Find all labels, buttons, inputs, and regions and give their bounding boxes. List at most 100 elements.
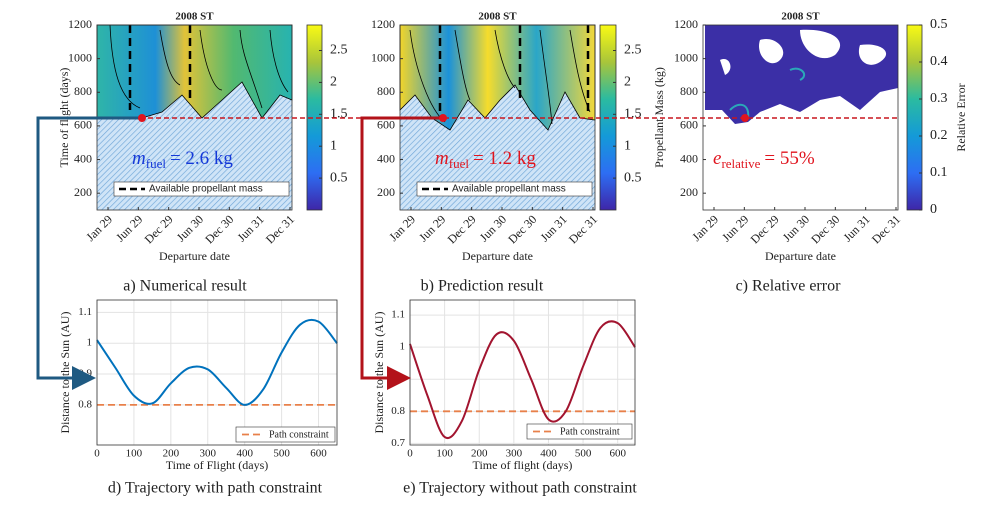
colorbar-label: Propellant Mass (kg) (652, 67, 666, 168)
colorbar-tick-label: 1.5 (330, 107, 348, 122)
x-tick-label: 400 (540, 448, 557, 460)
x-tick-label: 0 (407, 448, 413, 460)
series-line (409, 320, 636, 439)
colorbar-tick-label: 0.1 (930, 165, 948, 180)
x-tick-label: 500 (273, 448, 290, 460)
x-tick-label: Jan 29 (83, 212, 115, 244)
y-tick-label: 1000 (674, 50, 698, 64)
x-tick-label: Dec 30 (505, 212, 539, 246)
x-tick-label: 100 (436, 448, 453, 460)
x-tick-label: 200 (471, 448, 488, 460)
y-tick-label: 400 (74, 151, 92, 165)
x-tick-label: 300 (506, 448, 523, 460)
colorbar-tick-label: 1 (624, 138, 631, 153)
x-tick-label: Dec 31 (263, 212, 297, 246)
colorbar-tick-label: 0.5 (624, 170, 642, 185)
annotation-subscript: relative (721, 156, 760, 171)
y-tick-label: 1200 (371, 17, 395, 31)
y-tick-label: 200 (680, 185, 698, 199)
x-tick-label: Jun 31 (537, 212, 569, 244)
colorbar-tick-label: 2.5 (330, 43, 348, 58)
x-tick-label: Jun 30 (780, 212, 812, 244)
x-tick-label: Jun 29 (416, 212, 448, 244)
y-tick-label: 0.8 (391, 405, 405, 417)
contour-fill (399, 24, 596, 131)
annotation: mfuel = 1.2 kg (435, 148, 536, 171)
colorbar-tick-label: 2.5 (624, 43, 642, 58)
x-tick-label: 400 (236, 448, 253, 460)
contour-line (109, 24, 289, 109)
plot-bg (410, 300, 635, 445)
annotation-subscript: fuel (449, 156, 470, 171)
x-axis-label: Time of flight (days) (473, 458, 573, 472)
y-tick-label: 200 (377, 185, 395, 199)
annotation-symbol: e (713, 148, 721, 169)
x-tick-label: 0 (94, 448, 100, 460)
selected-point (138, 114, 146, 122)
x-tick-label: 100 (126, 448, 143, 460)
colorbar-tick-label: 1 (330, 138, 337, 153)
x-axis-label: Time of Flight (days) (166, 458, 269, 472)
y-tick-label: 600 (74, 118, 92, 132)
annotation: erelative = 55% (713, 148, 815, 171)
y-tick-label: 1200 (68, 17, 92, 31)
arrow (36, 116, 142, 390)
y-tick-label: 1 (87, 337, 93, 349)
colorbar-tick-label: 0.5 (330, 170, 348, 185)
series-line (96, 318, 338, 406)
colorbar (306, 24, 323, 211)
chart-title: 2008 ST (478, 11, 517, 23)
colorbar-tick-label: 0 (930, 202, 937, 217)
x-tick-label: Dec 31 (566, 212, 600, 246)
x-tick-label: Dec 29 (142, 212, 176, 246)
connectors (36, 114, 900, 390)
colorbar-tick-label: 1.5 (624, 107, 642, 122)
x-tick-label: Jan 29 (689, 212, 721, 244)
error-patch (729, 67, 806, 119)
plot-bg (97, 300, 337, 445)
x-tick-label: Jun 30 (477, 212, 509, 244)
chart-title: 2008 ST (175, 11, 214, 23)
selected-point (741, 114, 749, 122)
mass-contour (128, 25, 192, 110)
y-tick-label: 800 (680, 84, 698, 98)
x-tick-label: Dec 30 (202, 212, 236, 246)
x-axis-label: Departure date (462, 249, 533, 263)
caption: b) Prediction result (421, 278, 544, 295)
y-tick-label: 400 (680, 151, 698, 165)
x-tick-label: Dec 31 (869, 212, 903, 246)
legend-box (416, 181, 593, 197)
x-tick-label: 600 (609, 448, 626, 460)
legend-label: Path constraint (560, 426, 620, 437)
legend-label: Available propellant mass (452, 184, 566, 195)
y-tick-label: 800 (74, 84, 92, 98)
caption: d) Trajectory with path constraint (108, 480, 323, 497)
arrow (360, 116, 443, 390)
y-tick-label: 1.1 (391, 309, 405, 321)
legend-label: Available propellant mass (149, 184, 263, 195)
error-gap (720, 29, 887, 76)
y-tick-label: 1000 (371, 50, 395, 64)
y-tick-label: 1200 (674, 17, 698, 31)
contour-line (409, 29, 591, 125)
y-axis-label: Distance to the Sun (AU) (372, 312, 386, 434)
x-tick-label: Jun 31 (840, 212, 872, 244)
annotation-symbol: m (132, 148, 146, 169)
legend-label: Path constraint (269, 429, 329, 440)
caption: c) Relative error (736, 278, 842, 295)
legend-box (235, 426, 336, 443)
y-tick-label: 800 (377, 84, 395, 98)
x-axis-label: Departure date (159, 249, 230, 263)
x-axis-label: Departure date (765, 249, 836, 263)
annotation-symbol: m (435, 148, 449, 169)
x-tick-label: Jan 29 (386, 212, 418, 244)
colorbar-tick-label: 2 (330, 75, 337, 90)
y-tick-label: 0.7 (391, 437, 405, 449)
y-tick-label: 1 (400, 341, 406, 353)
y-tick-label: 600 (377, 118, 395, 132)
annotation-text: = 2.6 kg (170, 148, 233, 169)
colorbar-label: Relative Error (954, 83, 968, 151)
legend-box (113, 181, 290, 197)
y-tick-label: 1.1 (78, 306, 92, 318)
x-tick-label: Dec 29 (748, 212, 782, 246)
